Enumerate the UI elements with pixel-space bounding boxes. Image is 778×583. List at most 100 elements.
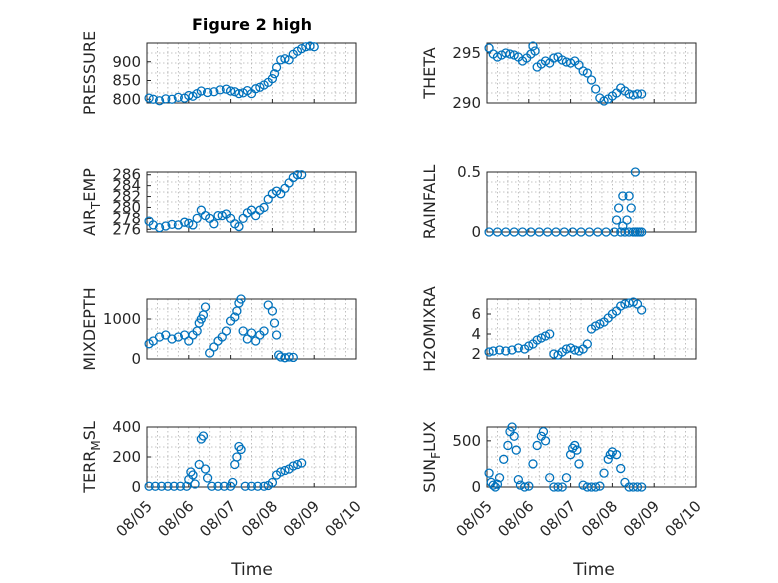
- data-point: [490, 482, 501, 492]
- data-point: [236, 444, 246, 455]
- data-point: [196, 205, 206, 215]
- x-tick-label: 08/08: [578, 497, 621, 540]
- panel-rainfall: 0 0.5 RAINFALL: [420, 163, 697, 241]
- data-point: [624, 191, 634, 201]
- data-point: [217, 210, 227, 221]
- data-point: [288, 352, 298, 363]
- data-point: [620, 299, 630, 309]
- data-point: [192, 213, 202, 224]
- data-point: [561, 473, 572, 483]
- data-point: [246, 328, 257, 338]
- data-point: [280, 183, 290, 194]
- data-point: [570, 440, 580, 451]
- data-point: [605, 450, 615, 460]
- y-tick-label: 278: [112, 209, 141, 227]
- axes-box: [146, 171, 357, 233]
- y-tick-label: 200: [112, 448, 141, 466]
- data-point: [582, 339, 592, 349]
- data-point: [494, 345, 505, 355]
- data-point: [269, 69, 280, 79]
- data-point: [194, 459, 204, 470]
- data-point: [488, 346, 498, 356]
- data-point: [198, 431, 209, 441]
- y-tick-label: 900: [112, 53, 141, 71]
- data-point: [499, 454, 509, 464]
- x-tick-label: 08/05: [113, 497, 156, 540]
- data-point: [202, 87, 213, 98]
- data-point: [532, 440, 542, 451]
- y-tick-label: 6: [471, 305, 481, 323]
- y-axis-label-1: THETA: [420, 47, 439, 99]
- data-point: [582, 68, 592, 78]
- data-point: [614, 203, 624, 213]
- data-point: [513, 343, 523, 353]
- data-point: [549, 349, 559, 359]
- data-point: [609, 227, 620, 237]
- data-point: [259, 202, 269, 213]
- data-point: [230, 312, 240, 322]
- data-point: [246, 481, 257, 491]
- data-point: [196, 86, 206, 96]
- axes-box: [486, 298, 697, 360]
- data-point: [568, 443, 578, 453]
- data-point: [188, 220, 198, 230]
- data-point: [578, 480, 588, 490]
- data-point: [501, 48, 511, 58]
- y-tick-label: 284: [112, 177, 141, 195]
- data-point: [511, 445, 521, 455]
- data-point: [154, 222, 165, 233]
- data-point: [611, 215, 622, 225]
- data-point: [202, 473, 213, 483]
- data-point: [632, 89, 643, 99]
- data-point: [267, 477, 278, 488]
- x-tick-label: 08/06: [494, 497, 537, 540]
- data-point: [179, 217, 190, 227]
- data-point: [528, 41, 538, 51]
- data-point: [175, 481, 186, 491]
- data-point: [292, 459, 303, 470]
- y-tick-label: 290: [452, 94, 481, 112]
- y-tick-label: 0: [131, 478, 141, 496]
- data-point: [219, 481, 229, 491]
- x-tick-label: 08/07: [196, 497, 239, 540]
- data-point: [586, 75, 597, 85]
- y-tick-label: 0: [471, 223, 481, 241]
- data-point: [182, 481, 192, 491]
- x-tick-label: 08/09: [620, 497, 663, 540]
- data-point: [305, 41, 315, 51]
- data-point: [530, 46, 540, 56]
- y-tick-label: 295: [452, 44, 481, 62]
- data-point: [618, 191, 628, 201]
- data-point: [173, 332, 184, 342]
- data-point: [509, 431, 519, 441]
- x-tick-label: 08/05: [453, 497, 496, 540]
- data-point: [167, 334, 177, 344]
- data-point: [167, 219, 177, 230]
- data-point: [184, 90, 194, 101]
- y-axis-label-3: RAINFALL: [420, 165, 439, 240]
- y-tick-label: 800: [112, 90, 141, 108]
- data-point: [528, 459, 538, 469]
- data-point: [150, 481, 161, 491]
- figure-title: Figure 2 high: [192, 15, 312, 34]
- data-point: [276, 467, 286, 477]
- data-point: [503, 440, 513, 451]
- data-point: [280, 54, 290, 64]
- data-point: [161, 94, 171, 104]
- data-point: [169, 481, 179, 491]
- y-axis-label-0: PRESSURE: [80, 31, 99, 115]
- data-point: [540, 436, 551, 446]
- data-point: [188, 470, 198, 480]
- y-tick-label: 1000: [103, 310, 141, 328]
- data-point: [284, 352, 294, 362]
- data-point: [632, 482, 643, 492]
- x-tick-label: 08/10: [662, 497, 705, 540]
- data-point: [173, 92, 184, 103]
- data-point: [630, 167, 641, 177]
- data-point: [240, 481, 250, 491]
- data-point: [232, 452, 242, 462]
- y-tick-label: 850: [112, 72, 141, 90]
